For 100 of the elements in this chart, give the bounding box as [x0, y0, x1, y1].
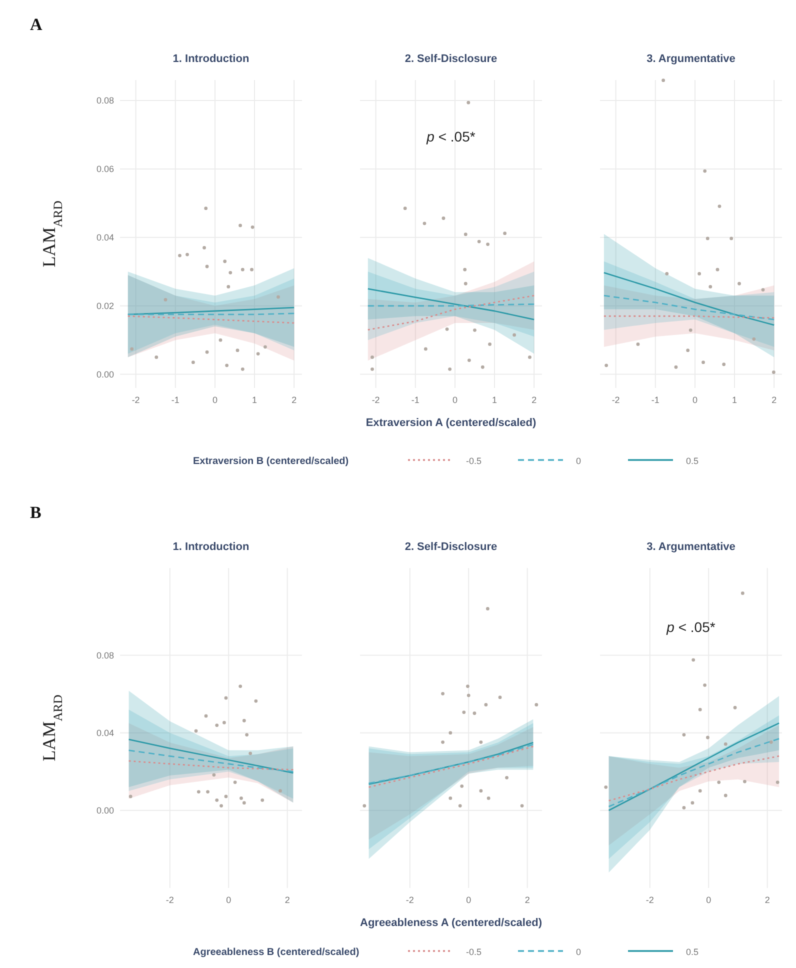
point: [466, 100, 470, 104]
point: [448, 731, 452, 735]
point: [424, 347, 428, 351]
point: [164, 298, 168, 302]
point: [233, 780, 237, 784]
chart-title: 1. Introduction: [172, 541, 250, 553]
point: [260, 798, 264, 802]
point: [238, 684, 242, 688]
legend-label: 0.5: [686, 456, 699, 466]
point: [250, 225, 254, 229]
point: [186, 252, 189, 256]
point: [464, 282, 468, 286]
point: [486, 796, 490, 800]
point: [738, 282, 741, 286]
point: [724, 794, 728, 798]
point: [223, 260, 227, 264]
point: [204, 714, 208, 718]
x-tick-label: 2: [772, 395, 777, 405]
chart-title: 2. Self-Disclosure: [404, 53, 498, 65]
x-tick-label: 1: [732, 395, 738, 405]
point: [245, 733, 249, 736]
annotation: p < .05*: [426, 128, 476, 145]
point: [466, 684, 470, 688]
x-tick-label: -2: [406, 895, 414, 905]
point: [205, 264, 209, 268]
point: [228, 270, 232, 274]
point: [256, 352, 260, 356]
point: [442, 216, 446, 220]
point: [264, 345, 267, 349]
line-series: [128, 738, 294, 774]
point: [665, 272, 669, 276]
point: [441, 692, 444, 696]
point: [225, 364, 229, 368]
x-tick-label: -1: [411, 395, 420, 405]
y-tick-label: 0.08: [96, 96, 114, 106]
point: [698, 708, 702, 712]
x-tick-label: 0: [466, 895, 472, 905]
point: [205, 350, 209, 354]
point: [730, 236, 734, 240]
point: [441, 740, 444, 744]
line-series: [128, 760, 294, 770]
point: [690, 801, 694, 805]
y-tick-label: 0.06: [96, 164, 114, 174]
x-tick-label: 0: [692, 395, 698, 405]
point: [191, 360, 195, 364]
point: [740, 592, 744, 595]
x-tick-label: 2: [284, 895, 290, 905]
x-axis-title: Extraversion A (centered/scaled): [366, 417, 537, 429]
x-tick-label: -1: [171, 395, 180, 405]
y-tick-label: 0.00: [96, 805, 114, 816]
x-tick-label: -1: [651, 395, 660, 405]
point: [466, 694, 470, 698]
point: [662, 78, 666, 82]
point: [448, 796, 452, 800]
point: [486, 607, 490, 610]
x-tick-label: -2: [166, 895, 174, 905]
point: [682, 806, 686, 810]
chart-title: 3. Argumentative: [646, 541, 736, 553]
legend-label: -0.5: [466, 456, 482, 466]
point: [520, 804, 524, 808]
point: [717, 780, 721, 784]
point: [445, 327, 449, 331]
point: [128, 794, 132, 798]
point: [698, 789, 702, 793]
point: [706, 236, 710, 240]
point: [460, 784, 464, 788]
point: [458, 804, 462, 808]
point: [472, 712, 476, 715]
point: [505, 776, 508, 780]
point: [250, 268, 254, 272]
point: [682, 733, 686, 736]
x-tick-label: -2: [132, 395, 140, 405]
point: [503, 232, 507, 236]
point: [674, 365, 678, 369]
x-tick-label: 2: [532, 395, 537, 405]
y-tick-label: 0.02: [96, 300, 114, 311]
x-tick-label: 1: [492, 395, 498, 405]
point: [215, 724, 219, 727]
point: [248, 752, 252, 756]
point: [484, 703, 488, 706]
point: [604, 785, 608, 789]
point: [743, 780, 746, 784]
point: [703, 683, 706, 687]
point: [534, 703, 538, 706]
point: [362, 804, 366, 808]
point: [448, 367, 452, 371]
x-tick-label: 2: [524, 895, 530, 905]
point: [278, 789, 282, 793]
annotation: p < .05*: [666, 619, 716, 635]
point: [242, 718, 246, 722]
point: [224, 696, 228, 700]
point: [692, 658, 696, 662]
line-series: [127, 315, 295, 324]
x-tick-label: 0: [452, 395, 458, 405]
point: [722, 362, 726, 366]
point: [215, 798, 219, 802]
x-tick-label: 2: [292, 395, 297, 405]
point: [178, 254, 182, 258]
point: [403, 206, 407, 210]
point: [463, 268, 467, 272]
